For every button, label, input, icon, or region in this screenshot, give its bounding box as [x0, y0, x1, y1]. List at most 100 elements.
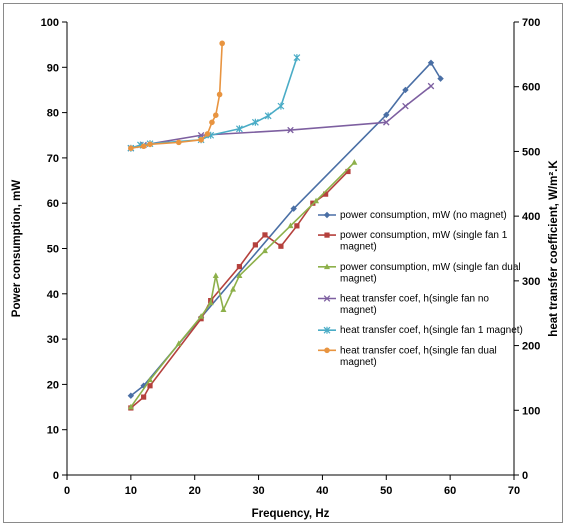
data-point	[236, 264, 243, 270]
data-point	[147, 141, 153, 148]
data-point	[345, 168, 351, 175]
data-point	[287, 126, 294, 134]
legend-item: heat transfer coef, h(single fan 1 magne…	[318, 325, 523, 336]
data-point	[198, 313, 205, 319]
legend-item: power consumption, mW (single fan 1 magne…	[318, 230, 508, 253]
legend-label: power consumption, mW (single fan dual ma…	[340, 262, 521, 285]
legend-label: power consumption, mW (no magnet)	[340, 210, 507, 221]
left-tick-label: 10	[47, 425, 59, 437]
data-point	[127, 392, 135, 399]
x-tick-label: 0	[64, 485, 70, 497]
series-line	[130, 57, 298, 149]
left-tick-label: 100	[41, 17, 59, 29]
legend-label: heat transfer coef, h(single fan dual mag…	[340, 345, 497, 368]
left-tick-label: 70	[47, 153, 59, 165]
left-tick-label: 20	[47, 379, 59, 391]
data-point	[175, 139, 182, 146]
data-point	[216, 91, 223, 98]
data-point	[290, 205, 297, 212]
x-tick-label: 70	[508, 485, 520, 497]
left-tick-label: 30	[47, 334, 59, 346]
right-y-axis: 0 100 200 300 400 500 600 700	[513, 17, 540, 482]
data-point	[402, 86, 409, 94]
series-6	[128, 40, 225, 151]
data-point	[235, 125, 243, 133]
data-point	[175, 340, 182, 346]
data-point	[437, 75, 444, 82]
left-tick-label: 80	[47, 108, 59, 120]
right-tick-label: 400	[522, 211, 540, 223]
x-tick-label: 60	[444, 485, 456, 497]
left-y-axis-title: Power consumption, mW	[11, 180, 23, 318]
legend-item: power consumption, mW (single fan dual ma…	[318, 262, 521, 285]
right-tick-label: 700	[522, 17, 540, 29]
legend-swatch-marker	[324, 232, 330, 238]
x-tick-label: 20	[189, 485, 201, 497]
right-y-axis-title: heat transfer coefficient, W/m².K	[548, 160, 560, 337]
data-point	[147, 376, 154, 383]
data-point	[127, 403, 134, 410]
data-point	[128, 145, 134, 151]
data-point	[147, 383, 153, 389]
x-tick-label: 50	[380, 485, 392, 497]
series-3	[127, 159, 358, 410]
data-point	[383, 111, 390, 119]
data-point	[294, 223, 300, 229]
data-point	[402, 102, 409, 110]
data-point	[220, 306, 227, 312]
chart-frame	[3, 3, 563, 523]
right-tick-label: 200	[522, 341, 540, 353]
data-point	[427, 59, 435, 66]
x-axis: 0 10 20 30 40 50 60 70	[64, 474, 520, 497]
data-point	[287, 222, 294, 229]
left-tick-label: 60	[47, 198, 59, 210]
data-point	[262, 232, 268, 238]
data-point	[323, 191, 329, 197]
legend-label: heat transfer coef, h(single fan no magne…	[340, 294, 489, 317]
series-4	[127, 82, 435, 152]
data-point	[313, 197, 320, 204]
right-tick-label: 500	[522, 146, 540, 158]
x-axis-title: Frequency, Hz	[252, 508, 330, 520]
data-point	[204, 131, 211, 137]
data-point	[140, 143, 147, 150]
data-point	[236, 272, 243, 278]
series-line	[130, 161, 355, 408]
right-tick-label: 0	[522, 470, 528, 482]
right-tick-label: 300	[522, 276, 540, 288]
x-tick-label: 30	[252, 485, 264, 497]
legend-label: power consumption, mW (single fan 1 magne…	[340, 230, 508, 253]
series-line	[130, 170, 349, 409]
plot-area	[127, 40, 444, 411]
data-point	[212, 112, 219, 118]
data-point	[383, 119, 390, 126]
data-point	[264, 112, 272, 120]
legend-item: power consumption, mW (no magnet)	[318, 210, 507, 221]
data-point	[252, 242, 258, 248]
data-point	[427, 82, 435, 90]
legend-swatch-marker	[323, 326, 331, 334]
series-line	[130, 61, 442, 397]
legend-item: heat transfer coef, h(single fan dual mag…	[318, 345, 497, 368]
data-point	[351, 159, 358, 165]
left-tick-label: 50	[47, 244, 59, 256]
right-tick-label: 100	[522, 405, 540, 417]
legend-swatch-marker	[324, 347, 330, 354]
right-tick-label: 600	[522, 82, 540, 94]
left-tick-label: 90	[47, 62, 59, 74]
data-point	[140, 382, 147, 389]
legend: power consumption, mW (no magnet) power c…	[318, 210, 523, 368]
data-point	[261, 247, 268, 254]
legend-label: heat transfer coef, h(single fan 1 magne…	[340, 325, 523, 336]
series-5	[127, 54, 301, 152]
data-point	[141, 394, 147, 400]
series-line	[130, 43, 223, 149]
legend-swatch-marker	[324, 263, 330, 270]
data-point	[209, 119, 215, 126]
data-point	[219, 40, 225, 47]
data-point	[212, 272, 219, 278]
data-point	[278, 243, 284, 249]
x-tick-label: 40	[316, 485, 328, 497]
left-tick-label: 40	[47, 289, 59, 301]
